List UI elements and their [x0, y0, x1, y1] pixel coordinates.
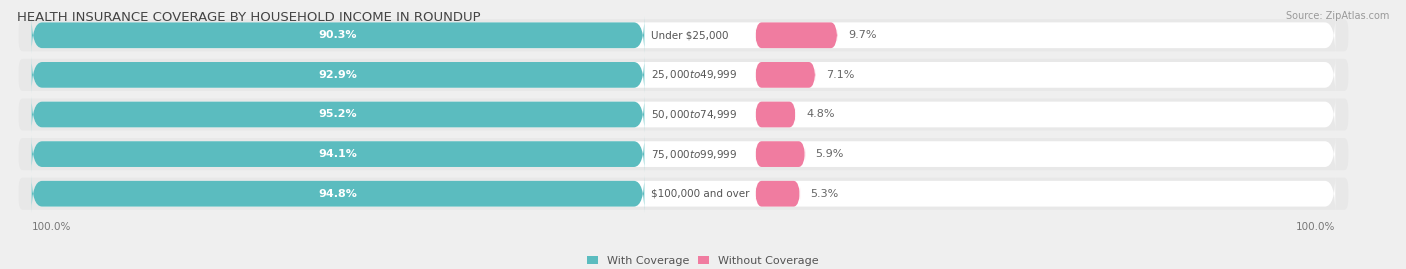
- Text: 100.0%: 100.0%: [1296, 222, 1336, 232]
- FancyBboxPatch shape: [755, 141, 806, 167]
- Text: 94.8%: 94.8%: [319, 189, 357, 199]
- FancyBboxPatch shape: [31, 16, 1336, 54]
- Text: 7.1%: 7.1%: [825, 70, 853, 80]
- FancyBboxPatch shape: [755, 102, 796, 127]
- Text: 4.8%: 4.8%: [806, 109, 835, 119]
- Text: $100,000 and over: $100,000 and over: [651, 189, 749, 199]
- Text: Source: ZipAtlas.com: Source: ZipAtlas.com: [1285, 11, 1389, 21]
- FancyBboxPatch shape: [18, 138, 1348, 170]
- Text: 100.0%: 100.0%: [31, 222, 72, 232]
- Text: 5.9%: 5.9%: [815, 149, 844, 159]
- FancyBboxPatch shape: [31, 56, 644, 94]
- FancyBboxPatch shape: [18, 59, 1348, 91]
- Text: $25,000 to $49,999: $25,000 to $49,999: [651, 68, 737, 82]
- Text: 95.2%: 95.2%: [319, 109, 357, 119]
- Legend: With Coverage, Without Coverage: With Coverage, Without Coverage: [588, 256, 818, 266]
- FancyBboxPatch shape: [31, 135, 1336, 173]
- FancyBboxPatch shape: [755, 22, 838, 48]
- FancyBboxPatch shape: [18, 98, 1348, 130]
- FancyBboxPatch shape: [31, 96, 644, 133]
- FancyBboxPatch shape: [755, 181, 800, 207]
- Text: 92.9%: 92.9%: [319, 70, 357, 80]
- Text: 9.7%: 9.7%: [848, 30, 876, 40]
- Text: 90.3%: 90.3%: [319, 30, 357, 40]
- FancyBboxPatch shape: [31, 96, 1336, 133]
- Text: $75,000 to $99,999: $75,000 to $99,999: [651, 148, 737, 161]
- FancyBboxPatch shape: [31, 16, 644, 54]
- FancyBboxPatch shape: [31, 56, 1336, 94]
- FancyBboxPatch shape: [31, 175, 1336, 213]
- FancyBboxPatch shape: [18, 19, 1348, 51]
- Text: $50,000 to $74,999: $50,000 to $74,999: [651, 108, 737, 121]
- FancyBboxPatch shape: [31, 135, 644, 173]
- FancyBboxPatch shape: [755, 62, 815, 88]
- FancyBboxPatch shape: [31, 175, 644, 213]
- Text: 94.1%: 94.1%: [319, 149, 357, 159]
- Text: HEALTH INSURANCE COVERAGE BY HOUSEHOLD INCOME IN ROUNDUP: HEALTH INSURANCE COVERAGE BY HOUSEHOLD I…: [17, 11, 481, 24]
- Text: Under $25,000: Under $25,000: [651, 30, 728, 40]
- FancyBboxPatch shape: [18, 178, 1348, 210]
- Text: 5.3%: 5.3%: [810, 189, 839, 199]
